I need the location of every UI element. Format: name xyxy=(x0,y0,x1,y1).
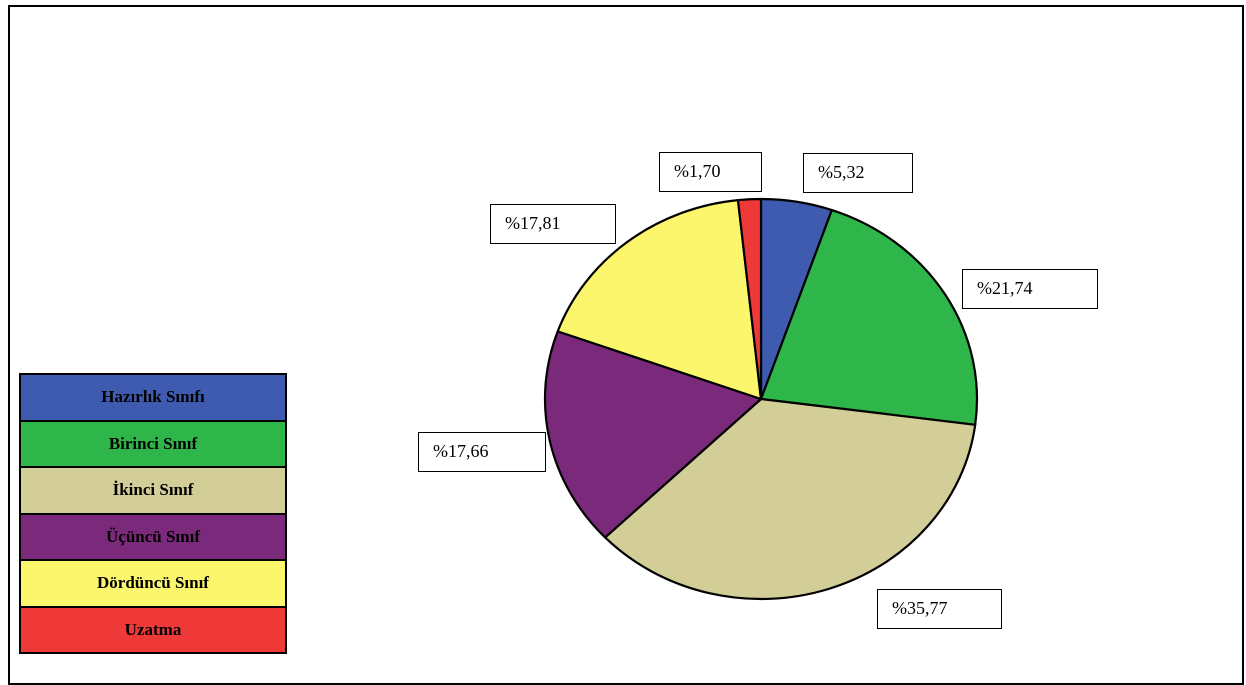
legend-label: Dördüncü Sınıf xyxy=(97,573,209,593)
pie-slice xyxy=(736,197,763,401)
pie-slice xyxy=(543,330,763,539)
pie-slice xyxy=(604,397,977,601)
legend-item-ucuncu: Üçüncü Sınıf xyxy=(19,512,287,561)
legend-label: Birinci Sınıf xyxy=(108,433,198,453)
data-label-dorduncu: %17,81 xyxy=(490,204,616,244)
data-label-birinci: %21,74 xyxy=(962,269,1098,309)
legend-label: Hazırlık Sınıfı xyxy=(101,387,205,407)
legend-item-dorduncu: Dördüncü Sınıf xyxy=(19,559,287,608)
legend-item-hazirlik: Hazırlık Sınıfı xyxy=(19,373,287,422)
data-label-hazirlik: %5,32 xyxy=(803,153,913,193)
legend-item-uzatma: Uzatma xyxy=(19,605,287,654)
data-label-ucuncu: %17,66 xyxy=(418,432,546,472)
data-label-ikinci: %35,77 xyxy=(877,589,1002,629)
legend-label: İkinci Sınıf xyxy=(112,480,194,500)
legend: Hazırlık Sınıfı Birinci Sınıf İkinci Sın… xyxy=(19,373,287,654)
pie-slice xyxy=(556,199,763,401)
pie-slice xyxy=(759,208,979,426)
legend-label: Uzatma xyxy=(124,619,182,639)
data-label-uzatma: %1,70 xyxy=(659,152,762,192)
legend-item-birinci: Birinci Sınıf xyxy=(19,419,287,468)
legend-item-ikinci: İkinci Sınıf xyxy=(19,466,287,515)
legend-label: Üçüncü Sınıf xyxy=(106,526,200,546)
